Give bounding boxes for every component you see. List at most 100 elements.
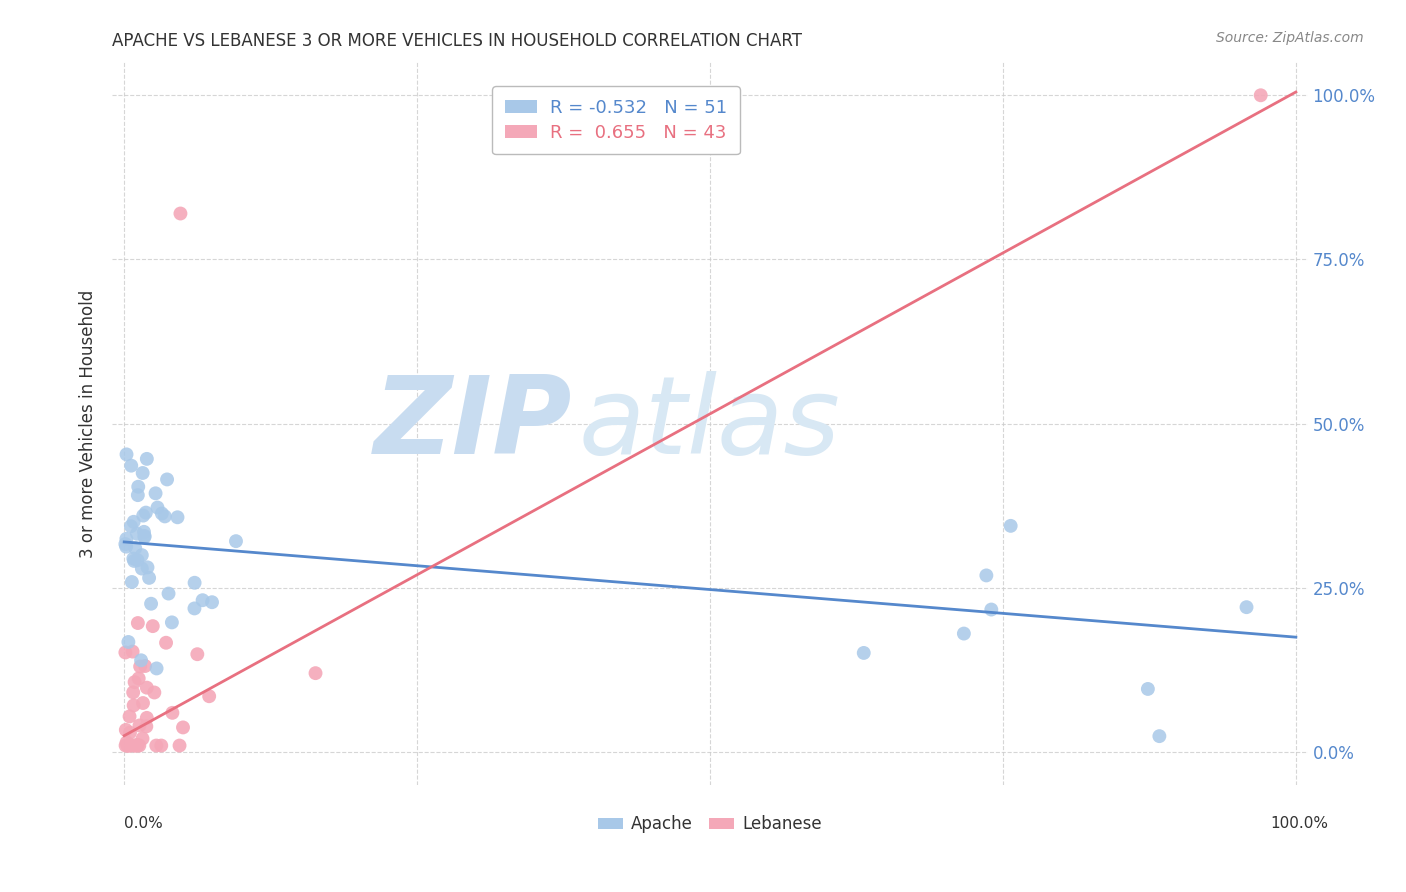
Point	[186, 647, 208, 661]
Point	[122, 551, 145, 566]
Point	[134, 529, 156, 543]
Point	[138, 571, 160, 585]
Point	[128, 739, 150, 753]
Point	[129, 659, 152, 673]
Point	[135, 681, 157, 695]
Point	[135, 506, 157, 520]
Point	[114, 537, 136, 551]
Point	[201, 595, 224, 609]
Text: Source: ZipAtlas.com: Source: ZipAtlas.com	[1216, 31, 1364, 45]
Point	[191, 593, 214, 607]
Point	[124, 739, 146, 753]
Point	[1250, 88, 1272, 103]
Y-axis label: 3 or more Vehicles in Household: 3 or more Vehicles in Household	[79, 290, 97, 558]
Point	[146, 500, 169, 515]
Point	[225, 534, 247, 549]
Point	[117, 635, 139, 649]
Point	[115, 540, 138, 554]
Point	[150, 739, 173, 753]
Point	[125, 526, 148, 541]
Point	[132, 508, 155, 523]
Point	[120, 458, 142, 473]
Point	[150, 507, 173, 521]
Point	[127, 488, 149, 502]
Point	[117, 739, 139, 753]
Point	[145, 739, 167, 753]
Point	[131, 548, 153, 562]
Text: 0.0%: 0.0%	[124, 816, 163, 831]
Point	[131, 561, 153, 575]
Point	[124, 675, 146, 690]
Point	[131, 466, 153, 480]
Text: 100.0%: 100.0%	[1271, 816, 1329, 831]
Point	[118, 739, 141, 753]
Point	[183, 601, 205, 615]
Point	[980, 602, 1002, 616]
Point	[1000, 519, 1022, 533]
Point	[127, 553, 149, 567]
Point	[169, 739, 191, 753]
Legend: Apache, Lebanese: Apache, Lebanese	[589, 807, 831, 842]
Point	[160, 615, 183, 630]
Point	[115, 735, 138, 749]
Point	[135, 719, 157, 733]
Point	[120, 739, 142, 753]
Point	[128, 718, 150, 732]
Point	[114, 739, 136, 753]
Point	[128, 672, 150, 686]
Point	[127, 739, 149, 753]
Point	[169, 206, 191, 220]
Point	[162, 706, 184, 720]
Point	[121, 574, 143, 589]
Point	[157, 586, 180, 600]
Point	[1236, 600, 1258, 615]
Point	[131, 731, 153, 746]
Point	[122, 515, 145, 529]
Point	[127, 738, 149, 752]
Point	[114, 645, 136, 659]
Point	[117, 739, 139, 753]
Point	[135, 711, 157, 725]
Point	[124, 541, 146, 556]
Text: ZIP: ZIP	[374, 371, 572, 476]
Point	[143, 685, 166, 699]
Point	[122, 698, 145, 713]
Point	[120, 519, 142, 533]
Point	[145, 661, 167, 675]
Point	[1149, 729, 1171, 743]
Point	[183, 575, 205, 590]
Text: APACHE VS LEBANESE 3 OR MORE VEHICLES IN HOUSEHOLD CORRELATION CHART: APACHE VS LEBANESE 3 OR MORE VEHICLES IN…	[112, 32, 803, 50]
Point	[153, 509, 176, 524]
Point	[115, 532, 138, 546]
Point	[122, 685, 145, 699]
Text: atlas: atlas	[579, 371, 841, 476]
Point	[134, 530, 156, 544]
Point	[156, 472, 179, 486]
Point	[134, 659, 156, 673]
Point	[127, 480, 149, 494]
Point	[132, 524, 155, 539]
Point	[172, 721, 194, 735]
Point	[122, 554, 145, 568]
Point	[114, 723, 136, 737]
Point	[953, 626, 976, 640]
Point	[129, 653, 152, 667]
Point	[145, 486, 167, 500]
Point	[139, 597, 162, 611]
Point	[124, 739, 146, 753]
Point	[118, 709, 141, 723]
Point	[120, 739, 142, 753]
Point	[127, 615, 149, 630]
Point	[852, 646, 875, 660]
Point	[118, 725, 141, 739]
Point	[135, 451, 157, 466]
Point	[132, 696, 155, 710]
Point	[142, 619, 165, 633]
Point	[304, 666, 326, 681]
Point	[136, 560, 159, 574]
Point	[198, 690, 221, 704]
Point	[115, 447, 138, 461]
Point	[166, 510, 188, 524]
Point	[121, 644, 143, 658]
Point	[976, 568, 998, 582]
